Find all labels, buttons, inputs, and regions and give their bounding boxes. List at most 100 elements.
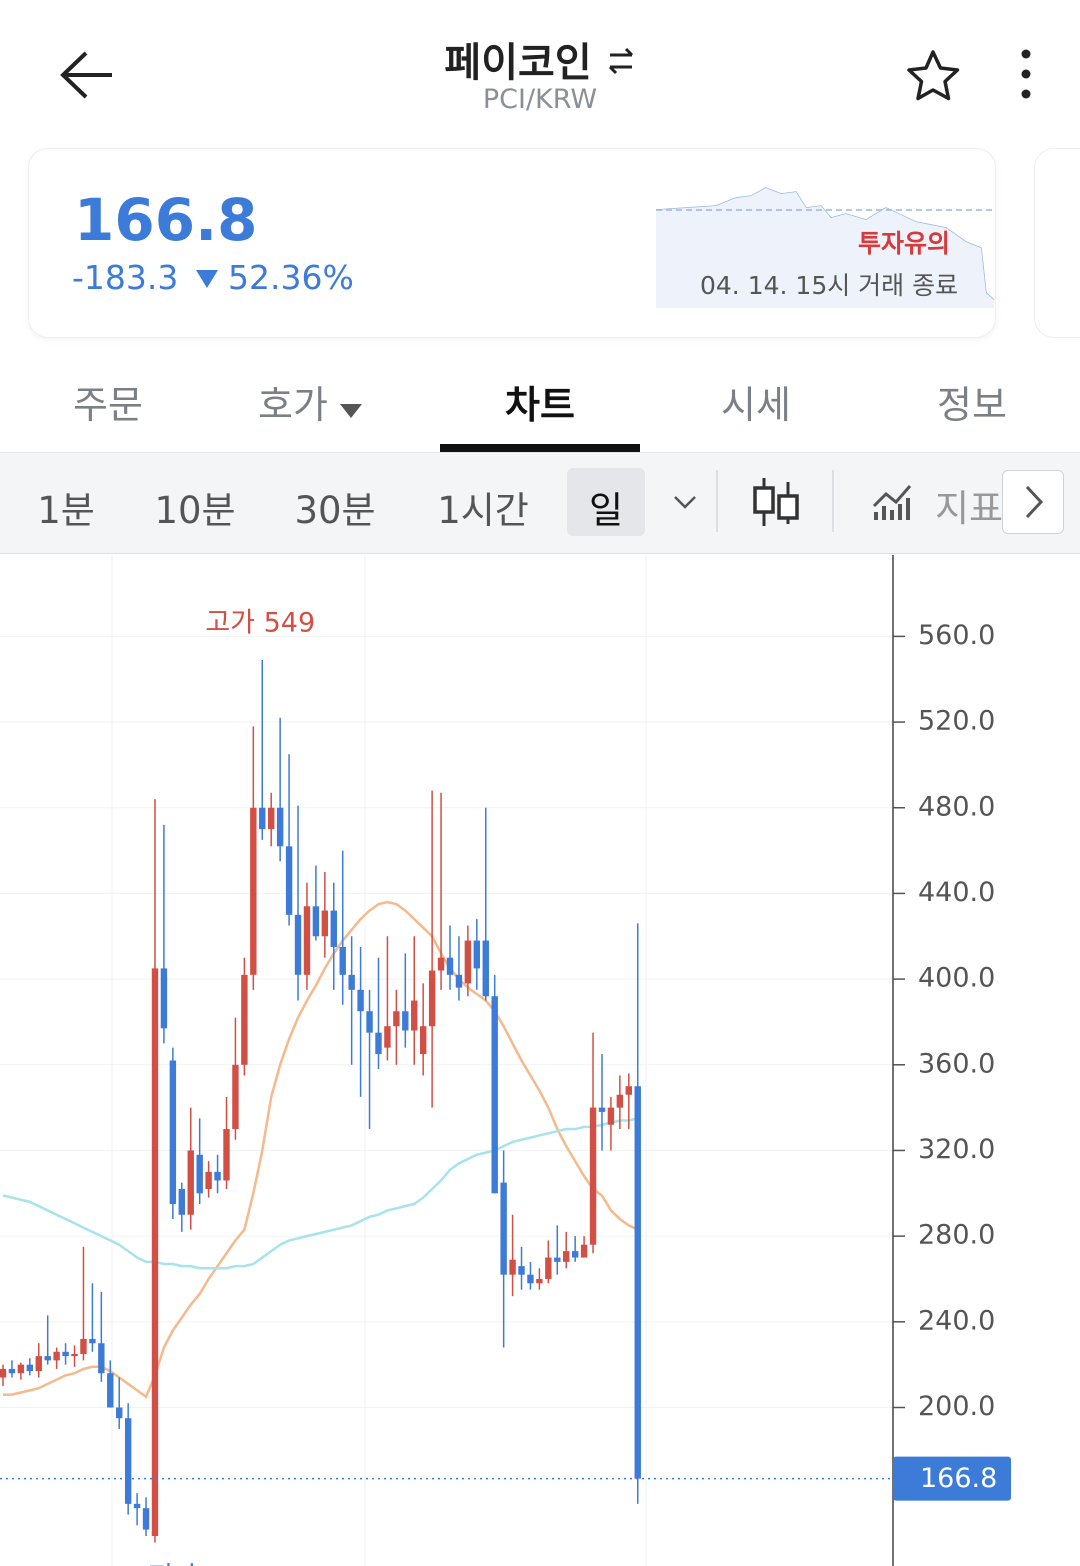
candle-body <box>35 1356 42 1372</box>
y-tick-label: 440.0 <box>918 877 995 908</box>
candle-body <box>339 946 346 975</box>
candle-body <box>80 1338 87 1354</box>
candle-body <box>446 957 454 975</box>
tab[interactable]: 정보 <box>937 383 1007 427</box>
candle-body <box>509 1259 516 1275</box>
last-price-label: 166.8 <box>920 1463 997 1494</box>
candle-body <box>303 906 311 975</box>
candle-body <box>178 1189 185 1215</box>
candle-body <box>571 1251 579 1258</box>
candle-body <box>160 968 168 1029</box>
candle-body <box>491 996 498 1194</box>
title-text: 페이코인 <box>444 40 592 86</box>
tab[interactable]: 시세 <box>721 383 791 427</box>
candle-body <box>598 1107 606 1112</box>
interval[interactable]: 10분 <box>154 489 236 532</box>
price-card[interactable] <box>28 148 996 338</box>
interval[interactable]: 일 <box>588 489 624 532</box>
y-tick-label: 520.0 <box>918 706 995 737</box>
candle-body <box>196 1154 203 1194</box>
candle-body <box>62 1351 69 1357</box>
interval-selected <box>567 468 645 536</box>
y-tick-label: 320.0 <box>918 1134 995 1165</box>
candle-body <box>17 1364 25 1374</box>
interval[interactable]: 30분 <box>294 489 376 532</box>
candle-body <box>53 1351 60 1361</box>
candle-body <box>437 957 445 971</box>
candle-body <box>616 1094 624 1108</box>
interval-bar <box>0 452 1080 554</box>
candle-body <box>402 1011 409 1031</box>
pair: PCI/KRW <box>482 84 598 115</box>
candle-body <box>518 1266 525 1275</box>
candle-body <box>348 974 355 990</box>
candle-body <box>124 1418 132 1504</box>
y-tick-label: 400.0 <box>918 963 995 994</box>
candle-body <box>276 807 284 847</box>
indicator-label[interactable]: 지표 <box>935 487 1004 530</box>
swap-icon[interactable] <box>606 46 636 76</box>
price: 166.8 <box>74 186 258 254</box>
candle-body <box>151 968 159 1537</box>
mini-chart <box>656 187 996 308</box>
candle-body <box>250 807 257 975</box>
candle-body <box>232 1064 239 1130</box>
candle-body <box>142 1508 150 1530</box>
candle-body <box>321 910 329 937</box>
market-status: 04. 14. 15시 거래 종료 <box>700 271 959 300</box>
candle-body <box>419 1026 427 1055</box>
candle-body <box>294 914 302 975</box>
moving-average <box>3 900 639 1399</box>
candle-body <box>545 1257 552 1279</box>
candle-body <box>464 940 472 984</box>
candlestick-chart: 200.0 240.0 280.0 320.0 360.0 400.0 440.0 480.0… <box>0 555 1011 1566</box>
interval[interactable]: 1분 <box>37 489 95 532</box>
favorite-button[interactable] <box>904 48 962 102</box>
candle-body <box>71 1353 78 1357</box>
candle-body <box>580 1244 588 1258</box>
back-button[interactable] <box>58 50 116 100</box>
menu-button[interactable] <box>1016 48 1036 100</box>
interval[interactable]: 1시간 <box>437 489 529 532</box>
tab[interactable]: 차트 <box>505 383 575 427</box>
tab-underline <box>440 444 640 452</box>
chart-type-button[interactable] <box>750 476 804 528</box>
candle-body <box>384 1026 391 1048</box>
warning: 투자유의 <box>858 229 951 258</box>
tab[interactable]: 호가 <box>210 374 410 429</box>
scroll-button[interactable] <box>1002 470 1064 534</box>
y-tick-label: 560.0 <box>918 620 995 651</box>
candle-body <box>607 1107 615 1125</box>
indicator-icon[interactable] <box>872 482 914 522</box>
low-annotation: 저가 137 <box>148 1562 258 1566</box>
candle-body <box>259 807 266 830</box>
candle-body <box>634 1086 641 1479</box>
interval-dropdown[interactable] <box>672 494 698 510</box>
candle-body <box>554 1257 561 1262</box>
candle-body <box>625 1086 632 1095</box>
candle-body <box>223 1129 230 1181</box>
candle-body <box>89 1338 96 1344</box>
candle-body <box>357 989 364 1012</box>
candle-body <box>241 974 248 1065</box>
candle-body <box>428 970 436 1027</box>
candle-body <box>473 940 481 969</box>
chevron <box>1025 485 1044 519</box>
candle-body <box>26 1364 34 1372</box>
divider <box>716 470 718 532</box>
candle-body <box>563 1251 570 1262</box>
y-tick-label: 200.0 <box>918 1391 995 1422</box>
candle-body <box>169 1060 177 1205</box>
candle-body <box>482 940 489 997</box>
next-card[interactable] <box>1034 148 1080 338</box>
tab[interactable]: 주문 <box>73 383 143 427</box>
candle-body <box>455 974 463 988</box>
candle-body <box>205 1171 212 1190</box>
candle-body <box>133 1503 141 1509</box>
candle-body <box>527 1274 534 1284</box>
candle-body <box>366 1011 373 1033</box>
y-tick-label: 480.0 <box>918 791 995 822</box>
y-tick-label: 280.0 <box>918 1220 995 1251</box>
candle-body <box>411 1000 418 1031</box>
